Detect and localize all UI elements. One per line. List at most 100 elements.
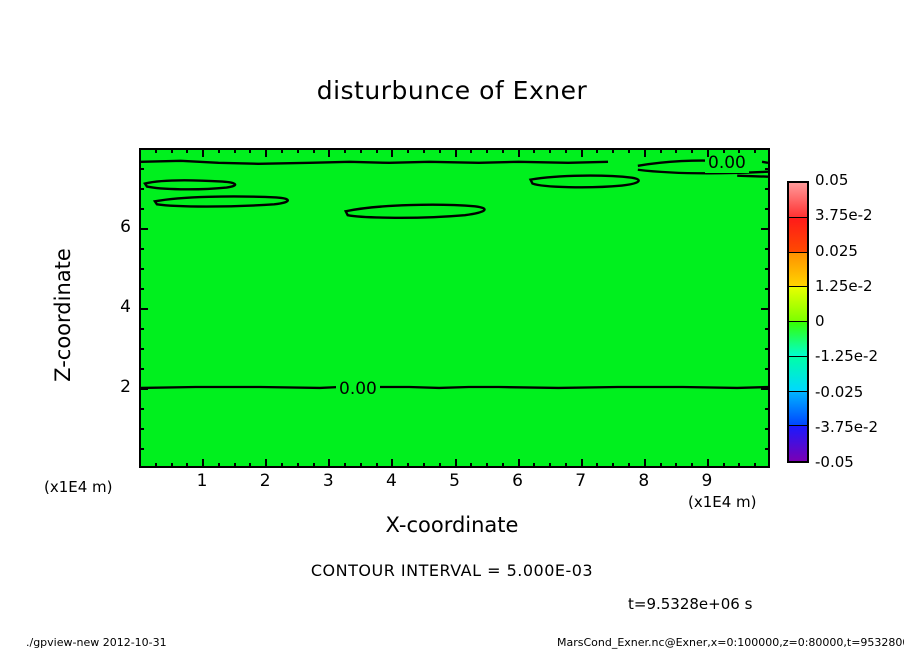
x-tick-minor-top <box>549 148 552 153</box>
x-tick-minor <box>233 463 236 468</box>
x-tick-minor <box>722 463 725 468</box>
y-tick-minor-right <box>765 168 770 170</box>
x-tick-minor-top <box>422 148 425 153</box>
y-tick-minor-right <box>765 268 770 270</box>
contour-interval-text: CONTOUR INTERVAL = 5.000E-03 <box>310 561 594 580</box>
x-tick-major <box>643 459 646 468</box>
x-tick-minor-top <box>659 148 662 153</box>
x-tick-label: 5 <box>449 471 460 491</box>
x-tick-label: 8 <box>638 471 650 491</box>
x-tick-minor <box>186 463 189 468</box>
x-tick-minor-top <box>438 148 441 153</box>
y-tick-minor-right <box>765 248 770 250</box>
y-tick-label: 6 <box>120 217 131 237</box>
colorbar-band <box>789 252 807 288</box>
x-tick-minor <box>217 463 220 468</box>
y-tick-minor <box>139 168 144 170</box>
x-tick-minor-top <box>344 148 347 153</box>
x-tick-label: 7 <box>575 471 587 491</box>
footer-dataset: MarsCond_Exner.nc@Exner,x=0:100000,z=0:8… <box>557 636 904 649</box>
colorbar <box>787 181 809 463</box>
x-tick-minor <box>659 463 662 468</box>
x-tick-label: 3 <box>322 471 334 491</box>
x-tick-label: 9 <box>701 471 713 491</box>
x-tick-major-top <box>517 148 520 157</box>
colorbar-tick-label: 0.025 <box>815 241 858 260</box>
x-tick-major <box>265 459 268 468</box>
colorbar-tick-label: -3.75e-2 <box>815 417 878 436</box>
x-tick-minor <box>691 463 694 468</box>
x-tick-minor <box>312 463 315 468</box>
x-tick-minor <box>170 463 173 468</box>
x-tick-minor-top <box>233 148 236 153</box>
y-tick-minor <box>139 268 144 270</box>
x-tick-minor-top <box>296 148 299 153</box>
colorbar-tick-label: -1.25e-2 <box>815 347 878 366</box>
y-tick-label: 4 <box>120 297 131 317</box>
timestamp-text: t=9.5328e+06 s <box>628 595 753 613</box>
x-tick-major <box>706 459 709 468</box>
y-tick-minor-right <box>765 368 770 370</box>
x-tick-minor-top <box>154 148 157 153</box>
x-tick-minor-top <box>359 148 362 153</box>
x-tick-minor-top <box>486 148 489 153</box>
y-tick-minor <box>139 408 144 410</box>
x-tick-minor-top <box>501 148 504 153</box>
colorbar-tick-label: -0.025 <box>815 382 864 401</box>
x-tick-minor <box>422 463 425 468</box>
x-tick-major-top <box>580 148 583 157</box>
y-tick-minor-right <box>765 348 770 350</box>
x-tick-minor-top <box>470 148 473 153</box>
y-tick-minor-right <box>765 288 770 290</box>
y-tick-minor <box>139 288 144 290</box>
colorbar-band <box>789 322 807 357</box>
x-tick-major-top <box>202 148 205 157</box>
colorbar-band <box>789 183 807 218</box>
x-tick-minor <box>344 463 347 468</box>
x-tick-minor-top <box>280 148 283 153</box>
x-tick-label: 4 <box>385 471 397 491</box>
x-tick-major-top <box>265 148 268 157</box>
y-tick-label: 2 <box>120 377 131 397</box>
x-tick-major <box>580 459 583 468</box>
y-tick-minor <box>139 448 144 450</box>
x-tick-label: 2 <box>259 471 271 491</box>
y-axis-unit-label: (x1E4 m) <box>44 478 113 496</box>
y-tick-major-right <box>761 308 770 310</box>
x-tick-minor-top <box>738 148 741 153</box>
x-tick-minor <box>738 463 741 468</box>
x-tick-minor <box>628 463 631 468</box>
x-tick-major-top <box>328 148 331 157</box>
x-tick-label: 6 <box>512 471 523 491</box>
x-tick-minor <box>501 463 504 468</box>
x-tick-minor-top <box>217 148 220 153</box>
y-tick-minor <box>139 208 144 210</box>
y-tick-minor-right <box>765 428 770 430</box>
y-tick-minor <box>139 368 144 370</box>
x-tick-minor <box>754 463 757 468</box>
x-tick-minor-top <box>312 148 315 153</box>
contour-lines <box>141 159 768 390</box>
x-tick-minor <box>249 463 252 468</box>
contour-label-lower: 0.00 <box>336 379 380 399</box>
footer-command: ./gpview-new 2012-10-31 <box>26 636 167 649</box>
x-tick-minor <box>596 463 599 468</box>
x-tick-minor <box>470 463 473 468</box>
x-tick-minor <box>486 463 489 468</box>
colorbar-tick-label: 0 <box>815 312 825 330</box>
contour-label-upper: 0.00 <box>705 153 749 173</box>
x-tick-minor <box>533 463 536 468</box>
x-tick-minor <box>280 463 283 468</box>
y-tick-major-right <box>761 228 770 230</box>
x-tick-minor-top <box>375 148 378 153</box>
x-tick-label: 1 <box>196 471 208 491</box>
colorbar-band <box>789 287 807 322</box>
x-tick-minor-top <box>249 148 252 153</box>
x-tick-minor-top <box>691 148 694 153</box>
x-tick-major <box>454 459 457 468</box>
x-tick-major-top <box>706 148 709 157</box>
x-tick-minor-top <box>533 148 536 153</box>
colorbar-band <box>789 391 807 427</box>
x-tick-major-top <box>643 148 646 157</box>
x-tick-minor <box>612 463 615 468</box>
